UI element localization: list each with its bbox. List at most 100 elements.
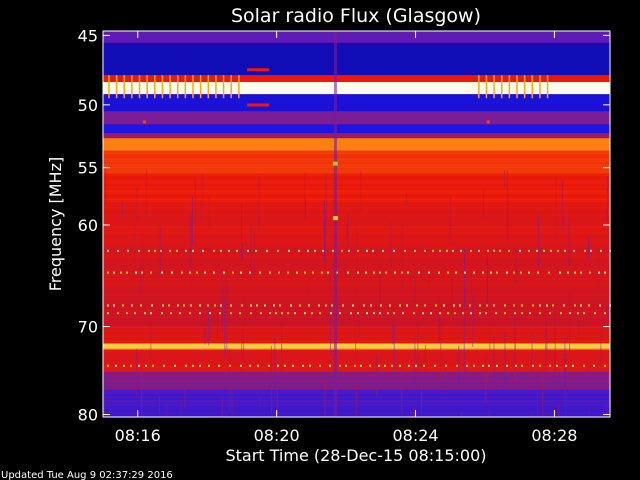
bright-dot [162,304,164,307]
bright-dot [148,249,150,252]
bright-dot [321,271,323,274]
bright-dot [604,364,606,367]
interference-tick [500,75,503,99]
bright-dot [428,271,430,274]
bright-dot [163,364,165,367]
bright-dot [446,249,448,252]
bright-dot [152,364,154,367]
bright-dot [600,249,602,252]
texture-streak [103,352,610,354]
interference-tick [176,75,179,99]
texture-vertical-streak [217,312,219,338]
x-tick-label: 08:24 [392,426,438,445]
texture-streak [103,204,610,206]
texture-streak [103,316,610,318]
interference-tick [192,75,194,99]
bright-dot [416,304,418,307]
bright-dot [176,249,178,252]
texture-vertical-streak [602,415,604,417]
bright-dot [402,312,404,315]
y-tick-label: 80 [78,406,98,425]
texture-vertical-streak [506,374,508,387]
bright-dot [360,364,362,367]
bright-dot [309,364,311,367]
bright-dot [604,312,606,315]
bright-dot [567,271,569,274]
texture-streak [103,304,610,306]
bright-dot [565,364,567,367]
texture-vertical-streak [607,176,609,194]
texture-vertical-streak [194,177,196,247]
texture-streak [103,340,610,342]
bright-dot [332,249,334,252]
bright-dot [208,364,210,367]
texture-streak [103,172,610,174]
bright-dot [413,312,415,315]
x-axis-ticks: 08:16 08:20 08:24 08:28 [115,31,577,445]
texture-streak [103,346,610,348]
texture-streak [103,222,610,224]
bright-dot [423,364,425,367]
texture-vertical-streak [555,176,557,240]
bright-dot [185,249,187,252]
bright-dot [548,271,550,274]
bright-dot [514,312,516,315]
bright-dot [424,304,426,307]
interference-tick [516,75,518,99]
y-axis-label: Frequency [MHz] [46,157,65,291]
bright-dot [521,304,523,307]
texture-vertical-streak [228,349,230,413]
bright-dot [391,364,393,367]
bright-dot [312,271,314,274]
bright-dot [528,249,530,252]
bright-dot [336,271,338,274]
texture-streak [103,344,610,346]
bright-dot [298,249,300,252]
bright-dot [418,271,420,274]
bright-dot [236,249,238,252]
bright-dot [154,249,156,252]
texture-vertical-streak [488,409,490,417]
texture-vertical-streak [492,246,494,282]
bright-dot [456,364,458,367]
y-axis-ticks: 45 50 55 60 70 80 [78,26,610,425]
texture-vertical-streak [489,317,491,371]
bright-dot [264,304,266,307]
texture-streak [103,354,610,356]
texture-vertical-streak [166,404,168,417]
bright-dot [202,249,204,252]
bright-dot [229,364,231,367]
texture-streak [103,290,610,292]
texture-streak [103,296,610,298]
bright-dot [470,312,472,315]
texture-streak [103,318,610,320]
x-tick-label: 08:16 [115,426,161,445]
texture-streak [103,360,610,362]
texture-streak [103,312,610,314]
bright-dot [414,249,416,252]
bright-dot [447,271,449,274]
bright-dot [314,249,316,252]
texture-vertical-streak [507,193,509,259]
texture-streak [103,218,610,220]
bright-dot [327,271,329,274]
bright-dot [407,271,409,274]
texture-streak [103,186,610,188]
bright-dot [560,312,562,315]
texture-streak [103,188,610,190]
interference-tick [508,75,511,99]
bright-dot [339,364,341,367]
bright-dot [357,271,359,274]
bright-dot [366,312,368,315]
bright-dot [504,304,506,307]
texture-vertical-streak [542,364,544,417]
y-tick-label: 60 [78,216,98,235]
bright-dot [590,249,592,252]
bright-dot [493,249,495,252]
bright-dot [506,364,508,367]
texture-vertical-streak [355,383,357,417]
y-tick-label: 45 [78,26,98,45]
texture-vertical-streak [379,264,381,304]
updated-timestamp: Updated Tue Aug 9 02:37:29 2016 [1,470,173,480]
texture-vertical-streak [222,268,224,332]
